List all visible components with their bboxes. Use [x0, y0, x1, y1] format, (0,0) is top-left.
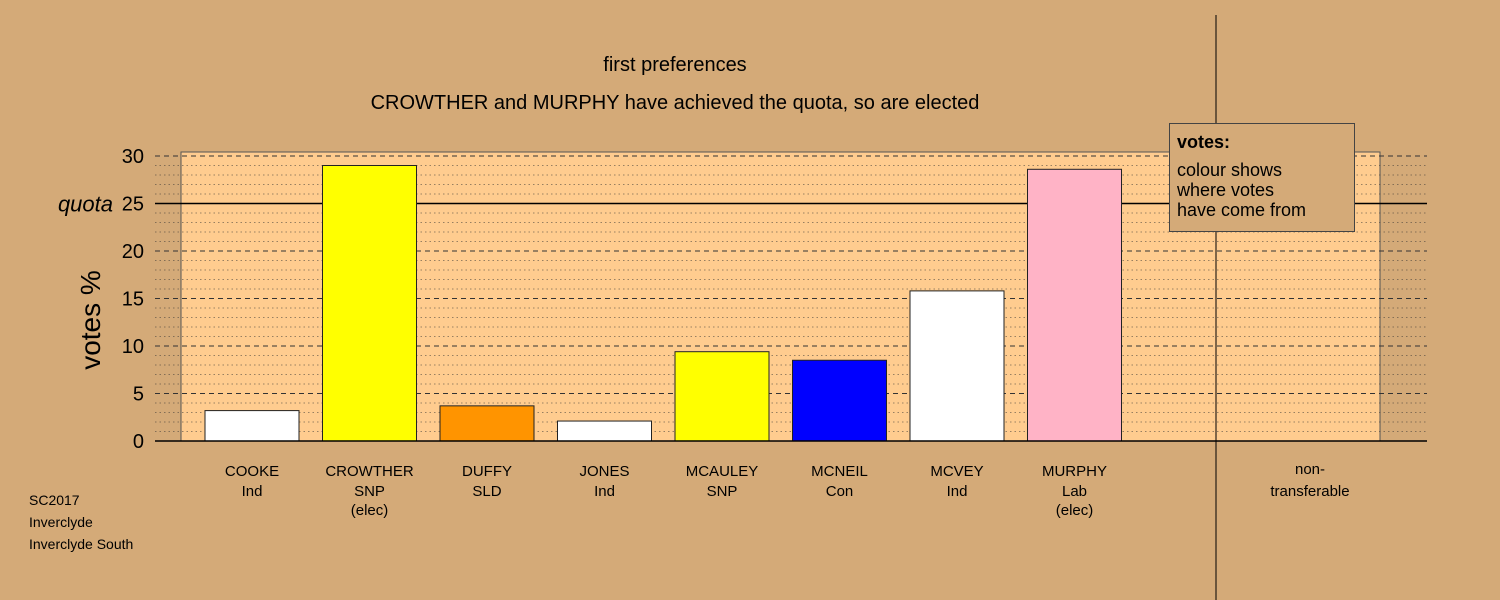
y-tick-label: 0: [133, 431, 144, 453]
bar-mcvey: [909, 290, 1005, 442]
candidate-party: SNP: [707, 483, 738, 500]
candidate-party: SLD: [472, 483, 501, 500]
chart-subtitle: CROWTHER and MURPHY have achieved the qu…: [371, 92, 980, 114]
nontransferable-label-2: transferable: [1270, 483, 1349, 500]
footer-info: SC2017 Inverclyde Inverclyde South: [29, 489, 133, 555]
candidate-party: Ind: [594, 483, 615, 500]
candidate-name: MCNEIL: [811, 463, 868, 480]
bar-cooke: [204, 410, 300, 442]
y-tick-label: 10: [122, 336, 144, 358]
candidate-name: CROWTHER: [325, 463, 413, 480]
candidate-name: DUFFY: [462, 463, 512, 480]
y-tick-label: 5: [133, 384, 144, 406]
legend-line-1: colour shows: [1177, 160, 1283, 180]
candidate-name: JONES: [579, 463, 629, 480]
bar-mcneil: [792, 359, 887, 442]
bar-mcauley: [674, 351, 770, 442]
y-tick-label: 30: [122, 146, 144, 168]
legend-line-3: have come from: [1177, 200, 1307, 220]
y-tick-label: 15: [122, 289, 144, 311]
bar-duffy: [439, 405, 535, 442]
bar-jones: [557, 420, 652, 442]
candidate-party: SNP: [354, 483, 385, 500]
candidate-name: MCAULEY: [686, 463, 759, 480]
legend-title: votes:: [1177, 132, 1231, 152]
candidate-name: MCVEY: [930, 463, 983, 480]
footer-council: Inverclyde: [29, 514, 93, 530]
bar-murphy: [1027, 168, 1122, 442]
candidate-party: Lab: [1062, 483, 1087, 500]
candidate-status: (elec): [1056, 502, 1094, 519]
y-tick-label: 25: [122, 194, 144, 216]
footer-election: SC2017: [29, 492, 80, 508]
candidate-status: (elec): [351, 502, 389, 519]
candidate-party: Con: [826, 483, 854, 500]
quota-label: quota: [58, 192, 113, 217]
candidate-party: Ind: [947, 483, 968, 500]
bar-crowther: [322, 165, 417, 442]
candidate-name: MURPHY: [1042, 463, 1107, 480]
y-axis-label: votes %: [75, 270, 106, 370]
footer-ward: Inverclyde South: [29, 536, 134, 552]
chart-title: first preferences: [603, 54, 746, 76]
y-tick-label: 20: [122, 241, 144, 263]
legend-box: votes: colour shows where votes have com…: [1169, 123, 1355, 232]
nontransferable-label-1: non-: [1295, 461, 1325, 478]
legend-line-2: where votes: [1177, 180, 1275, 200]
candidate-party: Ind: [242, 483, 263, 500]
candidate-name: COOKE: [225, 463, 279, 480]
